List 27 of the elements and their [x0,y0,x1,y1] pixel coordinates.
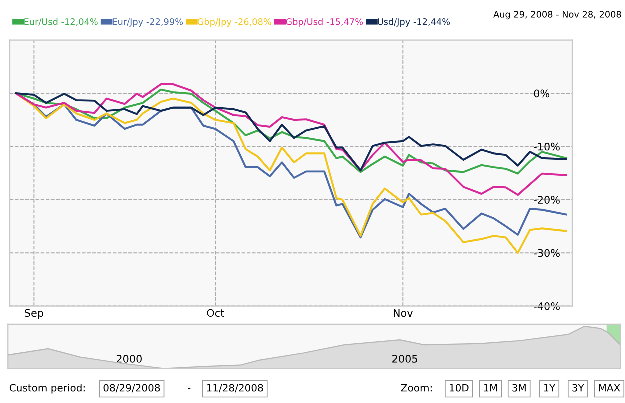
legend-label: Eur/Usd -12,04% [24,18,98,26]
legend-label: Gbp/Jpy -26,08% [198,18,272,27]
x-tick-label: 2000 [116,355,142,363]
text: 11/28/2008 [207,384,264,393]
text: MAX [599,384,620,392]
text: 10D [450,384,469,392]
y-tick-label: -10% [534,142,560,151]
text: 3M [512,384,526,392]
x-tick-label: Sep [25,309,44,320]
line-series [15,83,568,196]
x-tick-label: 2005 [392,355,418,363]
x-tick-label: Oct [207,309,224,318]
legend-label: Usd/Jpy -12,44% [378,18,450,27]
text: 3Y [572,384,584,392]
x-tick-label: Nov [394,309,413,318]
text: 08/29/2008 [104,384,160,393]
text: Zoom: [401,384,432,392]
y-tick-label: -30% [534,249,560,258]
legend-label: Gbp/Usd -15,47% [286,18,364,27]
y-tick-label: 0% [534,90,550,98]
legend-label: Eur/Jpy -22,99% [113,18,184,27]
text: Aug 29, 2008 - Nov 28, 2008 [494,11,622,20]
text: Custom period: [10,384,85,394]
text: 1Y [544,384,556,392]
y-tick-label: -20% [534,196,560,204]
text: 1M [484,384,498,392]
text: - [188,388,191,390]
